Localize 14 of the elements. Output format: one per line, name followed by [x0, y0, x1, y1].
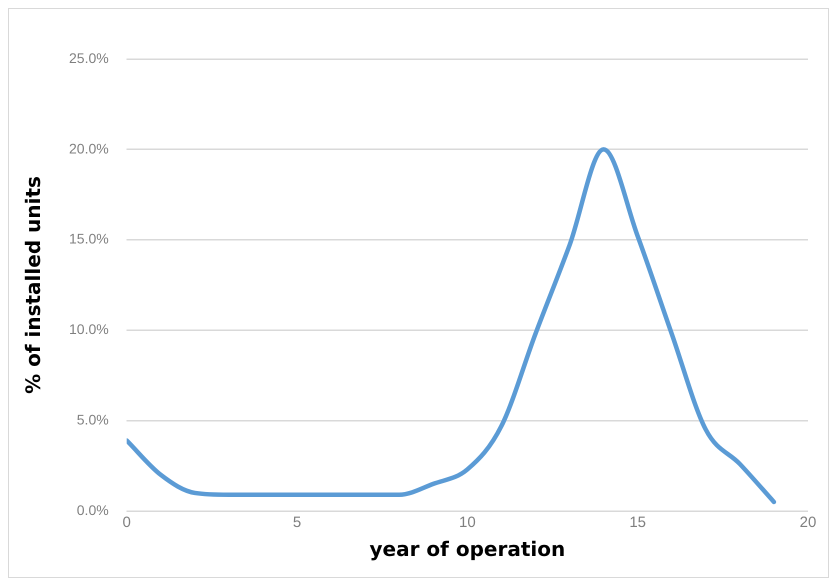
x-axis-title: year of operation	[369, 537, 566, 562]
y-axis-title: % of installed units	[21, 176, 46, 394]
y-tick-label: 10.0%	[68, 321, 109, 338]
y-tick-label: 20.0%	[68, 140, 109, 156]
x-tick-label: 10	[459, 514, 476, 532]
y-tick-label: 0.0%	[76, 502, 109, 518]
y-tick-label: 15.0%	[68, 230, 109, 247]
x-tick-label: 0	[122, 514, 131, 532]
y-tick-label: 5.0%	[76, 411, 109, 428]
x-tick-label: 5	[292, 514, 302, 532]
x-tick-label: 20	[800, 514, 816, 532]
x-tick-label: 15	[629, 514, 646, 532]
line-series	[126, 147, 776, 504]
y-tick-label: 25.0%	[68, 50, 109, 66]
